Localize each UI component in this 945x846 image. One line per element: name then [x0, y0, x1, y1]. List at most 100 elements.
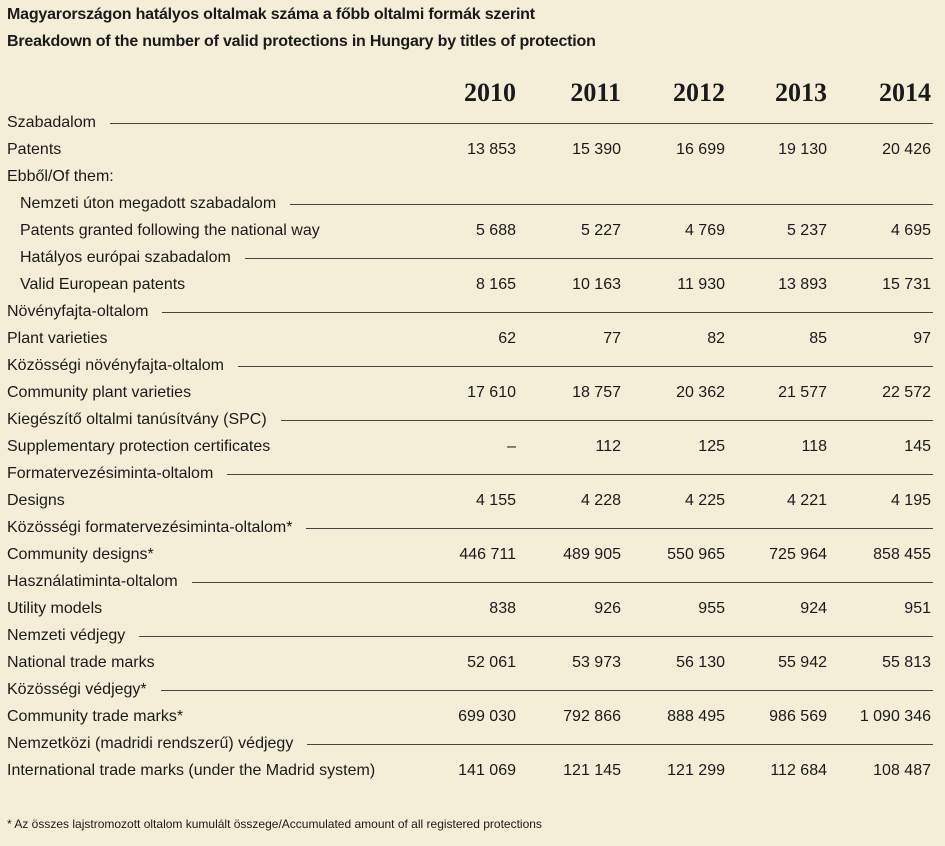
english-label: Community trade marks* [7, 708, 184, 725]
hungarian-label: Kiegészítő oltalmi tanúsítvány (SPC) [7, 410, 267, 428]
value-cell: 955 [698, 600, 725, 617]
hungarian-label-row: Közösségi formatervezésiminta-oltalom* [0, 514, 945, 541]
value-cell: 4 195 [890, 492, 931, 509]
value-cell: 55 942 [778, 654, 827, 671]
value-cell: 10 163 [572, 276, 621, 293]
value-cell: 22 572 [882, 384, 931, 401]
value-cell: 4 155 [475, 492, 516, 509]
value-cell: 4 228 [580, 492, 621, 509]
value-cell: 550 965 [667, 546, 725, 563]
hungarian-label-row: Növényfajta-oltalom [0, 298, 945, 325]
hungarian-label: Nemzeti védjegy [7, 626, 126, 644]
value-cell: 15 731 [882, 276, 931, 293]
row-divider [280, 419, 933, 421]
value-cell: 62 [498, 330, 516, 347]
hungarian-label-row: Formatervezésiminta-oltalom [0, 460, 945, 487]
value-cell: 5 227 [580, 222, 621, 239]
value-cell: 888 495 [667, 708, 725, 725]
value-cell: 121 145 [563, 762, 621, 779]
year-header: 2014 [879, 78, 931, 107]
hungarian-label: Közösségi formatervezésiminta-oltalom* [7, 518, 293, 536]
value-cell: 97 [913, 330, 931, 347]
value-cell: 489 905 [563, 546, 621, 563]
table-row: Community designs* 446 711 489 905 550 965 7… [0, 541, 945, 568]
value-cell: 112 [595, 438, 621, 455]
row-divider [139, 635, 933, 637]
table-note-row: Ebből/Of them: [0, 163, 945, 190]
hungarian-label: Növényfajta-oltalom [7, 302, 149, 320]
english-label: National trade marks [7, 654, 155, 671]
value-cell: 1 090 346 [859, 708, 931, 725]
value-cell: 725 964 [769, 546, 827, 563]
year-header: 2012 [673, 78, 725, 107]
year-header: 2011 [570, 78, 621, 107]
value-cell: 699 030 [458, 708, 516, 725]
footnote: * Az összes lajstromozott oltalom kumulá… [7, 817, 542, 831]
note-label: Ebből/Of them: [7, 168, 114, 185]
english-label: Community designs* [7, 546, 154, 563]
hungarian-label: Közösségi védjegy* [7, 680, 147, 698]
value-cell: 121 299 [667, 762, 725, 779]
value-cell: 951 [904, 600, 931, 617]
title-hungarian: Magyarországon hatályos oltalmak száma a… [7, 6, 535, 23]
table-row: Patents granted following the national w… [0, 217, 945, 244]
value-cell: 858 455 [873, 546, 931, 563]
value-cell: 82 [707, 330, 725, 347]
value-cell: 986 569 [769, 708, 827, 725]
row-divider [160, 689, 933, 691]
english-label: Utility models [7, 600, 103, 617]
value-cell: 19 130 [778, 141, 827, 158]
hungarian-label: Nemzeti úton megadott szabadalom [20, 194, 277, 212]
table-row: Supplementary protection certificates – 11… [0, 433, 945, 460]
value-cell: 55 813 [882, 654, 931, 671]
value-cell: 16 699 [676, 141, 725, 158]
english-label: Patents [7, 141, 62, 158]
value-cell: 141 069 [458, 762, 516, 779]
value-cell: 17 610 [467, 384, 516, 401]
hungarian-label: Hatályos európai szabadalom [20, 248, 231, 266]
english-label: International trade marks (under the Mad… [7, 762, 376, 779]
table-row: National trade marks 52 061 53 973 56 130 55… [0, 649, 945, 676]
row-divider [290, 203, 933, 205]
row-divider [244, 257, 933, 259]
value-cell: 4 225 [684, 492, 725, 509]
value-cell: 20 426 [882, 141, 931, 158]
hungarian-label-row: Közösségi növényfajta-oltalom [0, 352, 945, 379]
table-row: Plant varieties 62 77 82 85 97 [0, 325, 945, 352]
value-cell: 4 221 [786, 492, 827, 509]
title-english: Breakdown of the number of valid protect… [7, 33, 596, 50]
value-cell: 838 [489, 600, 516, 617]
value-cell: 13 853 [467, 141, 516, 158]
hungarian-label: Közösségi növényfajta-oltalom [7, 356, 225, 374]
row-divider [227, 473, 933, 475]
hungarian-label-row: Kiegészítő oltalmi tanúsítvány (SPC) [0, 406, 945, 433]
value-cell: 5 237 [786, 222, 827, 239]
value-cell: 15 390 [572, 141, 621, 158]
value-cell: 792 866 [563, 708, 621, 725]
value-cell: 4 695 [890, 222, 931, 239]
value-cell: 11 930 [677, 276, 725, 293]
value-cell: – [507, 438, 516, 455]
value-cell: 52 061 [467, 654, 516, 671]
hungarian-label-row: Nemzeti védjegy [0, 622, 945, 649]
table-row: Community trade marks* 699 030 792 866 888 … [0, 703, 945, 730]
row-divider [162, 311, 933, 313]
table-row: Patents 13 853 15 390 16 699 19 130 20 426 [0, 136, 945, 163]
row-divider [238, 365, 933, 367]
hungarian-label-row: Szabadalom [0, 109, 945, 136]
table-row: Designs 4 155 4 228 4 225 4 221 4 195 [0, 487, 945, 514]
english-label: Patents granted following the national w… [20, 222, 320, 239]
value-cell: 53 973 [572, 654, 621, 671]
table-row: Utility models 838 926 955 924 951 [0, 595, 945, 622]
value-cell: 145 [904, 438, 931, 455]
value-cell: 56 130 [676, 654, 725, 671]
value-cell: 5 688 [475, 222, 516, 239]
year-header-row: 2010 2011 2012 2013 2014 [0, 78, 945, 108]
value-cell: 77 [603, 330, 621, 347]
value-cell: 8 165 [475, 276, 516, 293]
year-header: 2010 [464, 78, 516, 107]
value-cell: 21 577 [778, 384, 827, 401]
english-label: Valid European patents [20, 276, 186, 293]
hungarian-label-row: Hatályos európai szabadalom [0, 244, 945, 271]
value-cell: 85 [809, 330, 827, 347]
